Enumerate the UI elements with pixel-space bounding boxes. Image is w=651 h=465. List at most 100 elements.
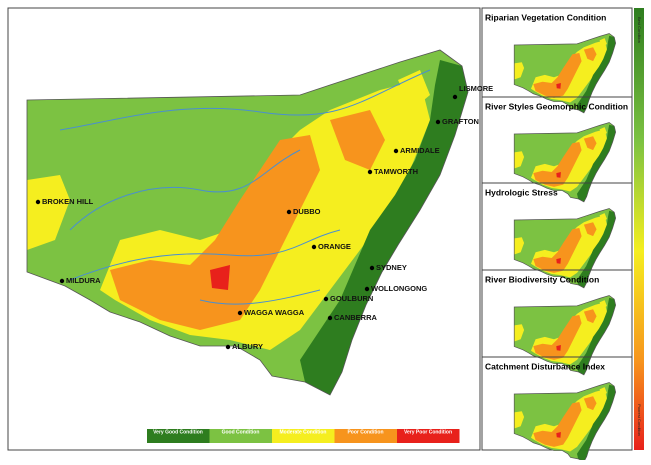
- map-shape: [513, 382, 616, 463]
- condition-region: [556, 171, 561, 178]
- condition-scale: Best Condition Poorest Condition: [634, 8, 644, 450]
- city-label: CANBERRA: [334, 313, 378, 322]
- condition-region: [533, 315, 582, 360]
- condition-region: [583, 222, 597, 237]
- condition-region: [514, 151, 525, 169]
- panel-title: River Biodiversity Condition: [485, 274, 599, 284]
- state-outline: [26, 49, 469, 396]
- condition-region: [110, 135, 320, 330]
- map-shape: [513, 295, 616, 376]
- condition-region: [599, 387, 607, 397]
- legend-swatch: [397, 429, 460, 443]
- city-label: GOULBURN: [330, 294, 373, 303]
- side-panels: Riparian Vegetation Condition River Style…: [482, 12, 632, 463]
- condition-region: [514, 62, 525, 80]
- state-outline: [513, 122, 616, 203]
- river: [69, 229, 341, 281]
- condition-region: [533, 53, 582, 98]
- panel-title: Riparian Vegetation Condition: [485, 12, 606, 22]
- city-marker: [59, 278, 65, 284]
- legend-swatch: [334, 429, 397, 443]
- map-shape: [513, 208, 616, 289]
- condition-region: [556, 82, 561, 89]
- river: [199, 289, 321, 305]
- condition-region: [583, 396, 597, 411]
- legend-label: Very Good Condition: [153, 429, 203, 435]
- condition-region: [533, 402, 582, 447]
- condition-region: [599, 300, 607, 310]
- river: [59, 69, 431, 131]
- city-marker: [323, 296, 329, 302]
- panel-title: Hydrologic Stress: [485, 187, 558, 197]
- city-marker: [393, 148, 399, 154]
- condition-region: [533, 228, 582, 273]
- condition-region: [556, 257, 561, 264]
- city-marker: [364, 286, 370, 292]
- condition-region: [577, 35, 616, 113]
- condition-region: [577, 384, 616, 462]
- city-label: LISMORE: [459, 84, 493, 93]
- city-marker: [327, 315, 333, 321]
- panel-title: Catchment Disturbance Index: [485, 361, 605, 371]
- city-label: ARMIDALE: [400, 146, 440, 155]
- legend-label: Poor Condition: [347, 429, 383, 435]
- city-label: MILDURA: [66, 276, 101, 285]
- scale-top-label: Best Condition: [637, 17, 642, 43]
- city-marker: [225, 344, 231, 350]
- legend-label: Very Poor Condition: [404, 429, 452, 435]
- map-shape: [26, 49, 469, 396]
- city-marker: [435, 119, 441, 125]
- city-marker: [369, 265, 375, 271]
- city-marker: [311, 244, 317, 250]
- legend-swatch: [209, 429, 272, 443]
- city-label: ALBURY: [232, 342, 263, 351]
- scale-bottom-label: Poorest Condition: [637, 404, 642, 436]
- city-label: WAGGA WAGGA: [244, 308, 305, 317]
- condition-region: [583, 136, 597, 151]
- city-marker: [367, 169, 373, 175]
- legend-swatch: [272, 429, 335, 443]
- city-label: WOLLONGONG: [371, 284, 427, 293]
- condition-region: [577, 210, 616, 288]
- condition-region: [577, 297, 616, 375]
- condition-region: [514, 324, 525, 342]
- city-label: SYDNEY: [376, 263, 407, 272]
- city-marker: [286, 209, 292, 215]
- legend: Very Good Condition Good Condition Moderat…: [147, 429, 460, 443]
- city-label: GRAFTON: [442, 117, 479, 126]
- city-label: DUBBO: [293, 207, 321, 216]
- condition-region: [599, 127, 607, 137]
- state-outline: [513, 33, 616, 114]
- condition-region: [556, 344, 561, 351]
- condition-region: [27, 175, 70, 250]
- condition-region: [583, 47, 597, 62]
- scale-bar: [634, 8, 644, 450]
- city-label: BROKEN HILL: [42, 197, 94, 206]
- city-marker: [452, 94, 458, 100]
- city-marker: [237, 310, 243, 316]
- legend-label: Moderate Condition: [280, 429, 327, 435]
- condition-region: [210, 265, 230, 290]
- condition-region: [514, 411, 525, 429]
- city-marker: [35, 199, 41, 205]
- condition-region: [556, 431, 561, 438]
- condition-region: [583, 309, 597, 324]
- river: [69, 149, 301, 231]
- condition-region: [599, 38, 607, 48]
- map-shape: [513, 33, 616, 114]
- main-map: LISMORE GRAFTON ARMIDALE TAMWORTH BROKEN HIL…: [26, 49, 493, 396]
- condition-region: [330, 110, 385, 170]
- condition-region: [533, 142, 582, 187]
- condition-region: [599, 213, 607, 223]
- state-outline: [513, 382, 616, 463]
- legend-swatch: [147, 429, 210, 443]
- legend-label: Good Condition: [222, 429, 260, 435]
- panel-title: River Styles Geomorphic Condition: [485, 101, 628, 111]
- condition-region: [398, 70, 430, 110]
- city-label: TAMWORTH: [374, 167, 418, 176]
- city-label: ORANGE: [318, 242, 351, 251]
- condition-region: [300, 60, 468, 395]
- condition-region: [514, 237, 525, 255]
